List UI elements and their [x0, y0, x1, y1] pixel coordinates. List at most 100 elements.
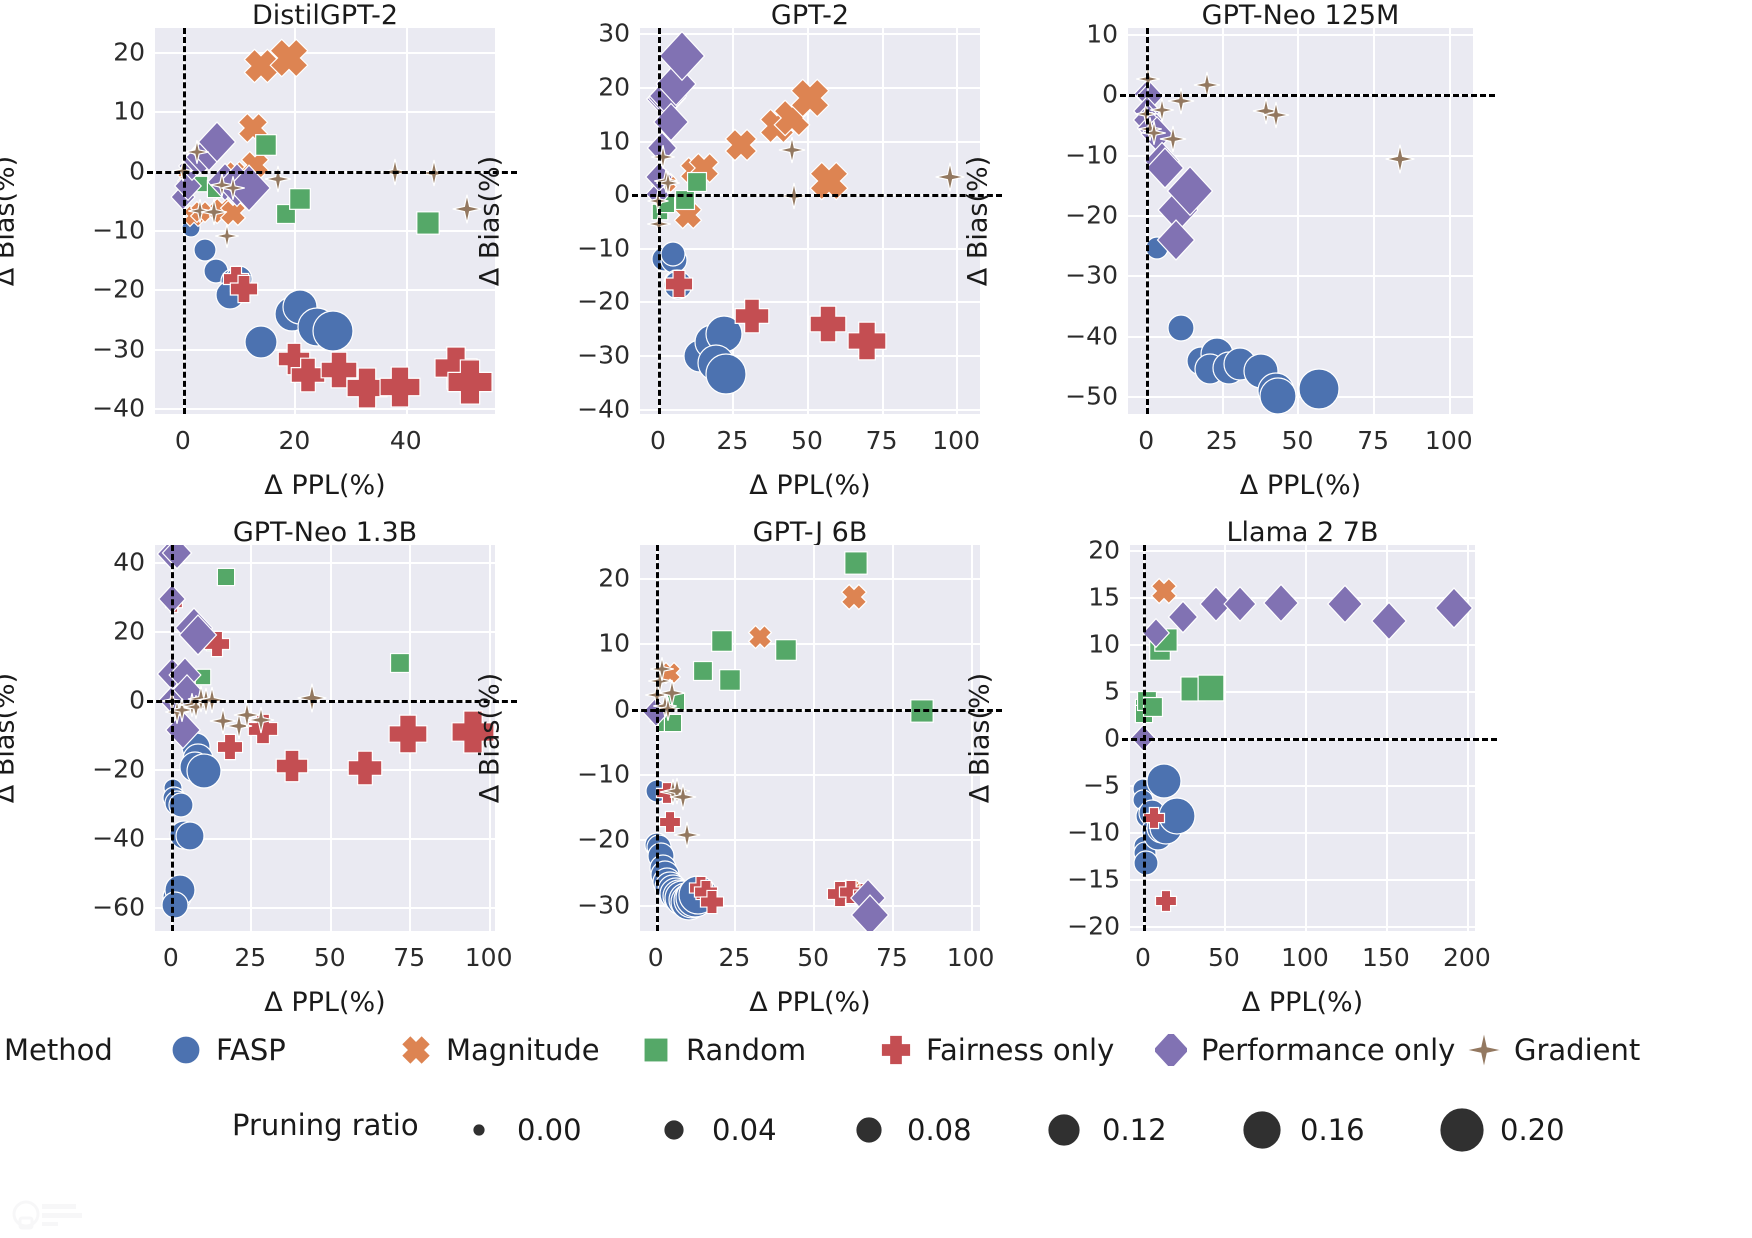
data-point-fairness-only: [388, 714, 428, 754]
data-point-performance-only: [1141, 617, 1170, 648]
x-tick-label: 0: [649, 426, 666, 455]
data-point-gradient: [1160, 125, 1187, 153]
gridline-horizontal: [640, 408, 980, 411]
data-point-gradient: [1150, 98, 1175, 122]
data-point-magnitude: [790, 78, 830, 118]
gridline-horizontal: [155, 906, 495, 909]
y-tick-label: 0: [129, 156, 145, 186]
data-point-random: [413, 208, 443, 238]
gridline-horizontal: [1130, 690, 1475, 693]
data-point-random: [252, 131, 280, 159]
y-tick-label: −20: [577, 286, 630, 316]
data-point-fairness-only: [347, 750, 383, 786]
legend-size-0-00[interactable]: 0.00: [455, 1100, 582, 1160]
y-tick-label: 10: [598, 628, 630, 658]
star4-icon: [1468, 1034, 1500, 1066]
data-point-fairness-only: [664, 269, 694, 299]
data-point-magnitude: [269, 38, 309, 78]
x-axis-label: Δ PPL(%): [264, 470, 386, 501]
x-tick-label: 0: [1138, 426, 1155, 455]
legend-item-fasp[interactable]: FASP: [170, 1020, 286, 1080]
plot-area: [155, 28, 495, 414]
legend-size-title: Pruning ratio: [232, 1108, 419, 1142]
y-tick-label: 0: [614, 179, 630, 209]
gridline-horizontal: [640, 140, 980, 143]
legend-item-label: Magnitude: [446, 1033, 600, 1067]
gridline-horizontal: [155, 769, 495, 772]
data-point-gradient: [659, 679, 686, 706]
legend-size-0-16[interactable]: 0.16: [1238, 1100, 1365, 1160]
data-point-gradient: [184, 139, 209, 164]
legend-size-0-08[interactable]: 0.08: [845, 1100, 972, 1160]
circle-icon: [455, 1123, 503, 1137]
data-point-fairness-only: [216, 733, 244, 761]
x-tick-label: 75: [875, 943, 908, 972]
data-point-magnitude: [809, 161, 849, 201]
legend-size-0-12[interactable]: 0.12: [1040, 1100, 1167, 1160]
diamond-icon: [1155, 1034, 1187, 1066]
data-point-fairness-only: [809, 305, 847, 343]
gridline-vertical: [813, 545, 816, 931]
data-point-fasp: [160, 890, 190, 920]
data-point-gradient: [297, 683, 327, 713]
y-tick-label: 5: [1104, 676, 1120, 706]
data-point-fairness-only: [447, 359, 493, 405]
plot-area: [1130, 545, 1475, 931]
x-tick-label: 25: [716, 426, 749, 455]
y-tick-label: −40: [92, 823, 145, 853]
y-tick-label: −20: [92, 274, 145, 304]
legend-item-magnitude[interactable]: Magnitude: [400, 1020, 600, 1080]
panel-title: DistilGPT-2: [251, 0, 399, 31]
x-tick-label: 100: [1424, 426, 1473, 455]
data-point-performance-only: [1434, 587, 1474, 629]
x-tick-label: 50: [1281, 426, 1314, 455]
gridline-horizontal: [155, 408, 495, 411]
data-point-random: [1194, 671, 1228, 705]
legend-item-random[interactable]: Random: [640, 1020, 806, 1080]
x-tick-label: 50: [791, 426, 823, 455]
legend-size-0-20[interactable]: 0.20: [1438, 1100, 1565, 1160]
y-tick-label: −20: [1067, 911, 1120, 941]
legend-size-0-04[interactable]: 0.04: [650, 1100, 777, 1160]
y-tick-label: −40: [577, 394, 630, 424]
data-point-fairness-only: [290, 357, 326, 393]
x-tick-label: 50: [797, 943, 830, 972]
gridline-vertical: [1448, 28, 1451, 414]
gridline-horizontal: [155, 51, 495, 54]
y-tick-label: −20: [92, 754, 145, 784]
x-axis-label: Δ PPL(%): [264, 987, 386, 1018]
y-tick-label: −60: [92, 892, 145, 922]
plus-icon: [880, 1034, 912, 1066]
x-tick-label: 75: [1357, 426, 1390, 455]
y-tick-label: 20: [1088, 535, 1120, 565]
data-point-magnitude: [1150, 577, 1178, 605]
data-point-gradient: [210, 172, 234, 197]
legend-item-gradient[interactable]: Gradient: [1468, 1020, 1640, 1080]
gridline-horizontal: [640, 33, 980, 36]
legend-item-label: FASP: [216, 1033, 286, 1067]
gridline-horizontal: [1130, 832, 1475, 835]
data-point-fasp: [704, 352, 748, 396]
y-tick-label: −10: [577, 759, 630, 789]
x-tick-label: 25: [234, 943, 267, 972]
data-point-performance-only: [850, 893, 890, 931]
y-tick-label: 10: [598, 126, 630, 156]
legend-item-performance-only[interactable]: Performance only: [1155, 1020, 1455, 1080]
panel-gpt-j-6b: GPT-J 6B −30 −20 −10 0 10 20 0 25 50 75 100 Δ PPL(%)…: [475, 517, 1002, 1018]
square-icon: [640, 1034, 672, 1066]
gridline-horizontal: [1128, 214, 1473, 217]
data-point-performance-only: [161, 545, 192, 570]
panel-title: GPT-Neo 125M: [1201, 0, 1400, 31]
legend-size-label: 0.08: [907, 1113, 972, 1147]
y-tick-label: −20: [1065, 200, 1118, 230]
legend-method-row: Method FASP Magnitude Random Fairness only Pe…: [0, 1020, 1752, 1080]
data-point-gradient: [669, 783, 696, 811]
panel-title: Llama 2 7B: [1226, 517, 1379, 548]
gridline-horizontal: [1130, 596, 1475, 599]
legend-item-fairness-only[interactable]: Fairness only: [880, 1020, 1114, 1080]
y-tick-label: 10: [1088, 629, 1120, 659]
y-tick-label: 15: [1088, 582, 1120, 612]
legend-size-label: 0.00: [517, 1113, 582, 1147]
data-point-random: [708, 627, 736, 655]
x-tick-label: 200: [1443, 943, 1491, 972]
